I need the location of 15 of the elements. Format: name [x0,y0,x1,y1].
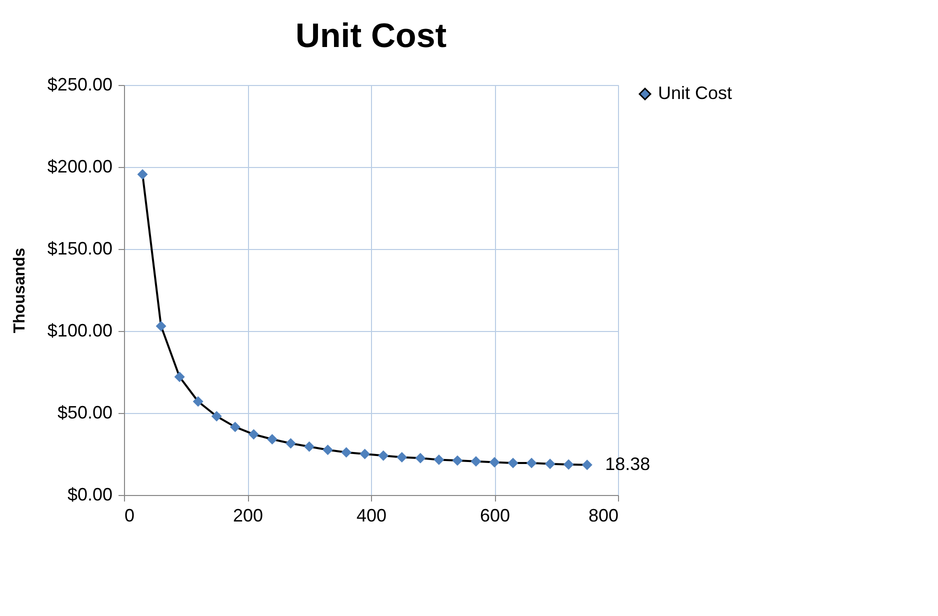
x-tick-label: 600 [480,506,510,526]
y-tick-label: $100.00 [47,320,112,340]
data-label: 18.38 [605,454,650,474]
y-tick-label: $200.00 [47,156,112,176]
legend-label: Unit Cost [658,83,732,103]
y-axis-title: Thousands [11,248,28,334]
chart-title: Unit Cost [295,17,447,55]
x-tick-label: 200 [232,506,264,526]
y-tick-label: $250.00 [47,74,112,94]
y-tick-label: $0.00 [67,484,112,504]
y-tick-label: $150.00 [47,238,112,258]
x-tick-label: 400 [356,506,387,526]
x-tick-label: 800 [588,506,618,526]
y-tick-label: $50.00 [57,402,112,422]
x-tick-label: 0 [124,506,135,526]
